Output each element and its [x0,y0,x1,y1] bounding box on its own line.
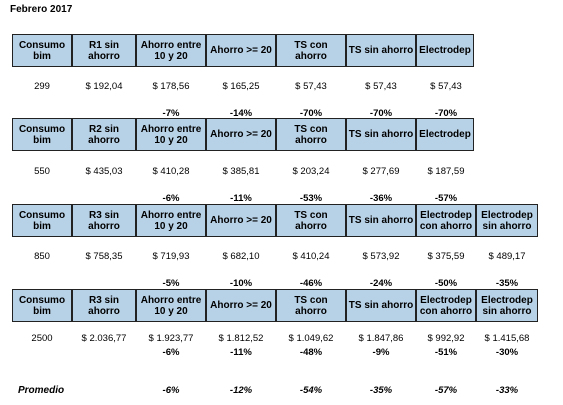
percent-cell: -46% [299,278,323,289]
header-cell: Ahorro entre 10 y 20 [136,289,206,322]
header-cell: TS sin ahorro [346,34,416,67]
value-cell: $ 375,59 [427,251,465,262]
percent-cell: -30% [495,347,519,358]
header-cell: TS con ahorro [276,118,346,151]
percent-cell: -70% [369,108,393,119]
value-cell: $ 385,81 [222,166,260,177]
percent-cell: -70% [299,108,323,119]
value-cell: $ 178,56 [152,81,190,92]
header-cell: R3 sin ahorro [72,204,136,237]
percent-cell: -11% [230,193,252,204]
percent-cell: -5% [162,278,180,289]
percent-cell: -6% [162,193,180,204]
value-cell: $ 758,35 [85,251,123,262]
percent-cell: -9% [372,347,390,358]
value-cell: $ 1.415,68 [484,333,530,344]
percent-cell: -48% [299,347,323,358]
header-cell: Ahorro >= 20 [206,289,276,322]
header-cell: Consumo bim [12,34,72,67]
value-cell: $ 410,24 [292,251,330,262]
header-cell: R2 sin ahorro [72,118,136,151]
value-cell: $ 57,43 [430,81,462,92]
promedio-value: -33% [495,385,519,396]
value-cell: $ 277,69 [362,166,400,177]
percent-cell: -14% [229,108,253,119]
percent-cell: -57% [434,193,458,204]
header-cell: Ahorro entre 10 y 20 [136,204,206,237]
header-cell: Consumo bim [12,118,72,151]
promedio-value: -57% [434,385,458,396]
header-cell: Ahorro entre 10 y 20 [136,34,206,67]
percent-cell: -6% [162,347,180,358]
header-cell: Ahorro >= 20 [206,34,276,67]
header-cell: Consumo bim [12,204,72,237]
header-cell: TS sin ahorro [346,118,416,151]
percent-cell: -36% [369,193,393,204]
percent-cell: -10% [229,278,253,289]
value-cell: $ 1.812,52 [218,333,264,344]
header-cell: R1 sin ahorro [72,34,136,67]
promedio-value: -54% [299,385,323,396]
value-cell: $ 1.923,77 [148,333,194,344]
value-cell: $ 682,10 [222,251,260,262]
percent-cell: -11% [230,347,252,358]
value-cell: $ 57,43 [365,81,397,92]
value-cell: $ 410,28 [152,166,190,177]
header-cell: TS con ahorro [276,204,346,237]
header-cell: Electrodep sin ahorro [476,204,538,237]
value-cell: 550 [34,166,50,177]
value-cell: 850 [34,251,50,262]
promedio-value: -6% [162,385,180,396]
value-cell: $ 192,04 [85,81,123,92]
value-cell: $ 1.049,62 [288,333,334,344]
value-cell: $ 2.036,77 [81,333,127,344]
percent-cell: -53% [299,193,323,204]
value-cell: 299 [34,81,50,92]
header-cell: Electrodep [416,118,474,151]
percent-cell: -7% [162,108,180,119]
value-cell: $ 489,17 [488,251,526,262]
header-cell: Electrodep con ahorro [416,289,476,322]
value-cell: $ 57,43 [295,81,327,92]
value-cell: $ 1.847,86 [358,333,404,344]
page-title: Febrero 2017 [10,4,73,15]
value-cell: $ 719,93 [152,251,190,262]
header-cell: TS con ahorro [276,289,346,322]
percent-cell: -35% [495,278,519,289]
percent-cell: -51% [434,347,458,358]
value-cell: $ 165,25 [222,81,260,92]
header-cell: Electrodep sin ahorro [476,289,538,322]
header-cell: Ahorro >= 20 [206,118,276,151]
promedio-value: -35% [369,385,393,396]
header-cell: TS con ahorro [276,34,346,67]
value-cell: $ 203,24 [292,166,330,177]
header-cell: Electrodep con ahorro [416,204,476,237]
value-cell: 2500 [31,333,53,344]
header-cell: Ahorro >= 20 [206,204,276,237]
promedio-value: -12% [229,385,253,396]
header-cell: TS sin ahorro [346,204,416,237]
header-cell: TS sin ahorro [346,289,416,322]
header-cell: R3 sin ahorro [72,289,136,322]
header-cell: Electrodep [416,34,474,67]
value-cell: $ 187,59 [427,166,465,177]
percent-cell: -70% [434,108,458,119]
promedio-label: Promedio [18,385,65,396]
value-cell: $ 992,92 [427,333,465,344]
value-cell: $ 573,92 [362,251,400,262]
percent-cell: -24% [369,278,393,289]
percent-cell: -50% [434,278,458,289]
header-cell: Ahorro entre 10 y 20 [136,118,206,151]
value-cell: $ 435,03 [85,166,123,177]
header-cell: Consumo bim [12,289,72,322]
